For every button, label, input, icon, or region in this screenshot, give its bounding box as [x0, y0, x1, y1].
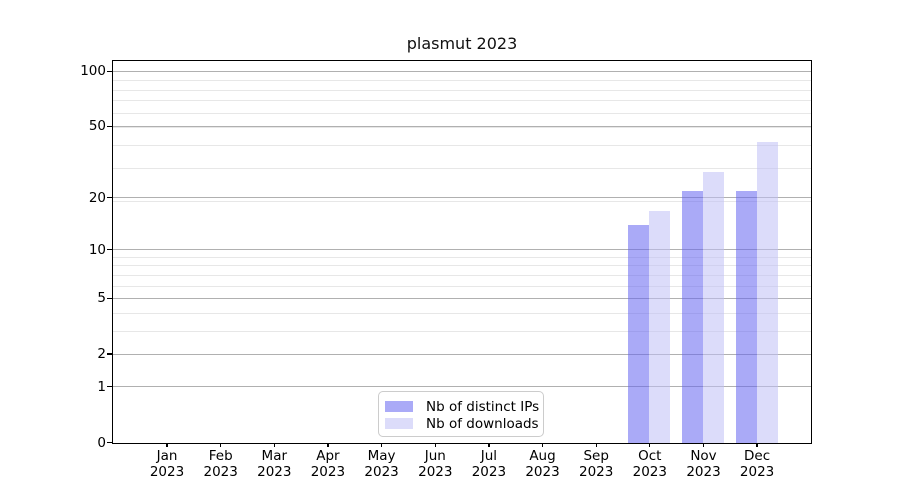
y-tick-label: 50 [88, 118, 106, 135]
minor-gridline [113, 285, 811, 287]
x-tick-label: Oct 2023 [632, 448, 667, 480]
minor-gridline [113, 100, 811, 102]
x-tick-mark [166, 443, 168, 447]
y-tick-mark [107, 353, 112, 355]
gridlines-layer [113, 61, 811, 443]
minor-gridline [113, 145, 811, 147]
minor-gridline [113, 265, 811, 267]
chart-title: plasmut 2023 [406, 34, 518, 53]
x-tick-label: Jul 2023 [471, 448, 507, 480]
major-gridline [113, 249, 811, 251]
major-gridline [113, 125, 811, 127]
y-tick-mark [107, 386, 112, 388]
major-gridline [113, 197, 811, 199]
legend-swatch-distinct-ips [385, 401, 413, 412]
minor-gridline [113, 168, 811, 170]
y-tick-label: 10 [88, 241, 106, 258]
y-tick-label: 5 [97, 290, 106, 307]
y-tick-label: 20 [88, 189, 106, 206]
y-tick-label: 1 [97, 378, 106, 395]
plot-area: Nb of distinct IPs Nb of downloads [112, 60, 812, 444]
minor-gridline [113, 112, 811, 114]
legend-swatch-downloads [385, 418, 413, 429]
x-tick-label: Apr 2023 [310, 448, 346, 480]
x-tick-label: May 2023 [364, 448, 399, 480]
x-tick-label: Aug 2023 [525, 448, 560, 480]
minor-gridline [113, 127, 811, 129]
x-tick-mark [273, 443, 275, 447]
minor-gridline [113, 330, 811, 332]
x-tick-mark [702, 443, 705, 447]
minor-gridline [113, 201, 811, 202]
x-tick-mark [649, 443, 651, 447]
y-tick-label: 2 [97, 346, 106, 363]
x-tick-mark [488, 443, 490, 447]
y-tick-mark [107, 125, 112, 127]
y-tick-label: 0 [97, 434, 106, 451]
bars-layer [113, 61, 811, 443]
x-tick-mark [595, 443, 597, 447]
y-tick-mark [107, 70, 112, 72]
minor-gridline [113, 256, 811, 258]
major-gridline [113, 297, 811, 299]
minor-gridline [113, 312, 811, 314]
minor-gridline [113, 274, 811, 276]
bar-oct-downloads [649, 210, 671, 443]
y-tick-mark [107, 441, 112, 444]
x-tick-label: Sep 2023 [579, 448, 614, 480]
x-tick-label: Feb 2023 [203, 448, 238, 480]
x-tick-mark [541, 443, 544, 447]
bar-dec-downloads [756, 142, 778, 443]
legend-item-distinct-ips: Nb of distinct IPs [379, 398, 543, 415]
bar-nov-downloads [703, 172, 724, 443]
major-gridline [113, 70, 811, 72]
x-tick-mark [220, 443, 222, 447]
x-tick-label: Dec 2023 [739, 448, 775, 480]
major-gridline [113, 353, 811, 355]
y-tick-label: 100 [80, 63, 106, 80]
legend-label-distinct-ips: Nb of distinct IPs [426, 398, 540, 415]
legend-label-downloads: Nb of downloads [426, 415, 539, 432]
minor-gridline [113, 80, 811, 81]
x-tick-mark [434, 443, 436, 447]
major-gridline [113, 386, 811, 388]
minor-gridline [113, 89, 811, 91]
y-tick-mark [107, 196, 112, 199]
legend-item-downloads: Nb of downloads [379, 415, 543, 432]
x-tick-label: Mar 2023 [257, 448, 292, 480]
legend: Nb of distinct IPs Nb of downloads [378, 391, 544, 437]
bar-dec-distinct-ips [735, 190, 757, 443]
y-tick-mark [107, 297, 112, 300]
bar-oct-distinct-ips [628, 225, 650, 443]
x-tick-mark [327, 443, 329, 447]
x-tick-label: Jan 2023 [149, 448, 185, 480]
x-tick-mark [756, 443, 758, 447]
y-tick-mark [107, 248, 112, 251]
x-tick-label: Nov 2023 [686, 448, 721, 480]
x-tick-mark [380, 443, 383, 447]
x-tick-label: Jun 2023 [418, 448, 453, 480]
bar-nov-distinct-ips [682, 190, 703, 443]
